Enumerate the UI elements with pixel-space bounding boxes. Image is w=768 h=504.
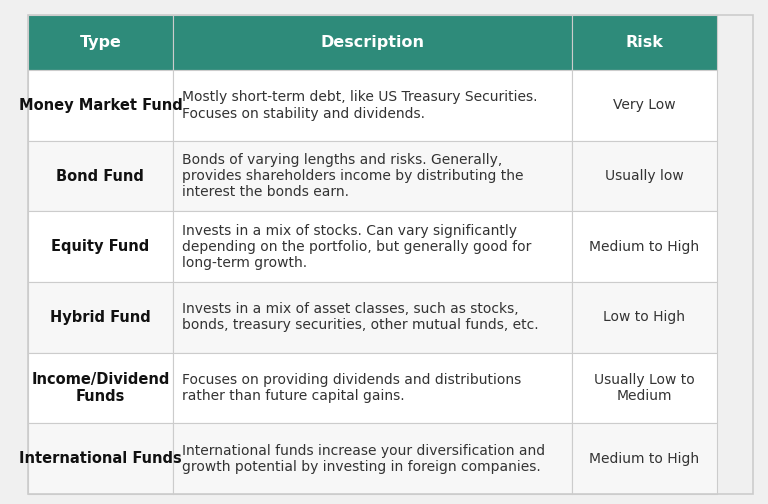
Text: Usually Low to
Medium: Usually Low to Medium bbox=[594, 373, 694, 403]
FancyBboxPatch shape bbox=[173, 282, 571, 353]
Text: Focuses on providing dividends and distributions
rather than future capital gain: Focuses on providing dividends and distr… bbox=[182, 373, 521, 403]
Text: Equity Fund: Equity Fund bbox=[51, 239, 150, 254]
Text: Mostly short-term debt, like US Treasury Securities.
Focuses on stability and di: Mostly short-term debt, like US Treasury… bbox=[182, 90, 538, 120]
FancyBboxPatch shape bbox=[28, 15, 173, 70]
FancyBboxPatch shape bbox=[173, 70, 571, 141]
FancyBboxPatch shape bbox=[571, 70, 717, 141]
Text: Very Low: Very Low bbox=[613, 98, 676, 112]
FancyBboxPatch shape bbox=[571, 212, 717, 282]
FancyBboxPatch shape bbox=[173, 141, 571, 212]
Text: Usually low: Usually low bbox=[604, 169, 684, 183]
Text: International funds increase your diversification and
growth potential by invest: International funds increase your divers… bbox=[182, 444, 545, 474]
FancyBboxPatch shape bbox=[173, 15, 571, 70]
Text: Invests in a mix of stocks. Can vary significantly
depending on the portfolio, b: Invests in a mix of stocks. Can vary sig… bbox=[182, 224, 531, 270]
Text: Bonds of varying lengths and risks. Generally,
provides shareholders income by d: Bonds of varying lengths and risks. Gene… bbox=[182, 153, 524, 199]
Text: Money Market Fund: Money Market Fund bbox=[18, 98, 182, 113]
Text: Bond Fund: Bond Fund bbox=[57, 169, 144, 183]
FancyBboxPatch shape bbox=[173, 423, 571, 494]
Text: Type: Type bbox=[80, 35, 121, 50]
FancyBboxPatch shape bbox=[28, 423, 173, 494]
FancyBboxPatch shape bbox=[571, 282, 717, 353]
Text: Description: Description bbox=[320, 35, 424, 50]
Text: Invests in a mix of asset classes, such as stocks,
bonds, treasury securities, o: Invests in a mix of asset classes, such … bbox=[182, 302, 538, 333]
FancyBboxPatch shape bbox=[571, 141, 717, 212]
Text: Hybrid Fund: Hybrid Fund bbox=[50, 310, 151, 325]
FancyBboxPatch shape bbox=[571, 353, 717, 423]
FancyBboxPatch shape bbox=[28, 212, 173, 282]
Text: Medium to High: Medium to High bbox=[589, 452, 699, 466]
FancyBboxPatch shape bbox=[28, 282, 173, 353]
Text: Risk: Risk bbox=[625, 35, 663, 50]
FancyBboxPatch shape bbox=[173, 353, 571, 423]
Text: Income/Dividend
Funds: Income/Dividend Funds bbox=[31, 372, 170, 404]
FancyBboxPatch shape bbox=[571, 15, 717, 70]
FancyBboxPatch shape bbox=[571, 423, 717, 494]
Text: Low to High: Low to High bbox=[603, 310, 685, 325]
Text: International Funds: International Funds bbox=[19, 451, 182, 466]
FancyBboxPatch shape bbox=[28, 353, 173, 423]
FancyBboxPatch shape bbox=[28, 141, 173, 212]
FancyBboxPatch shape bbox=[173, 212, 571, 282]
FancyBboxPatch shape bbox=[28, 70, 173, 141]
Text: Medium to High: Medium to High bbox=[589, 240, 699, 254]
